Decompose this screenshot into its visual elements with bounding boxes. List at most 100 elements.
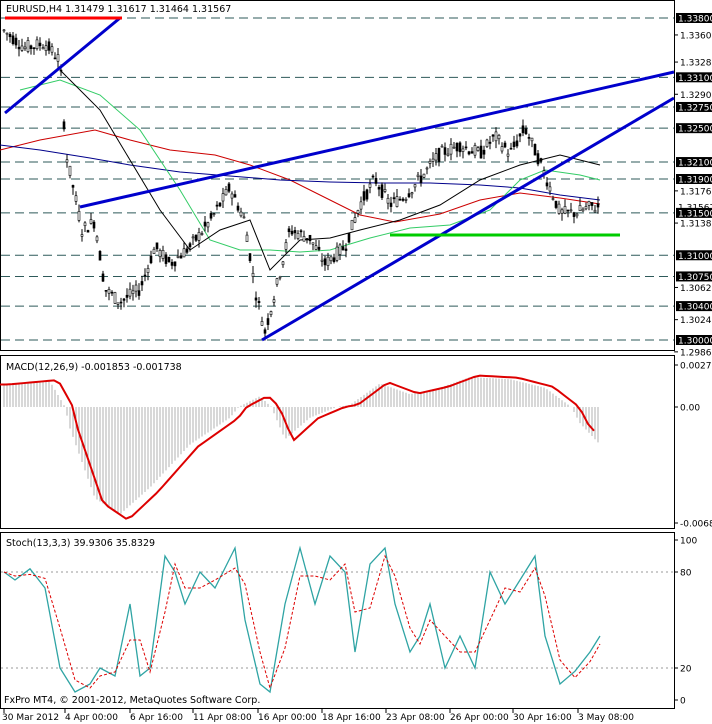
- candle-body: [161, 250, 165, 259]
- candle-body: [194, 234, 198, 241]
- candle-body: [137, 290, 141, 296]
- candle-body: [77, 211, 81, 221]
- candle-body: [290, 230, 294, 235]
- candle-body: [473, 145, 477, 156]
- price-tick: 1.30620: [680, 284, 712, 294]
- candle-body: [332, 257, 336, 262]
- price-tick: 1.30240: [680, 316, 712, 326]
- trendlines[interactable]: [4, 16, 675, 342]
- candle-body: [53, 57, 57, 60]
- level-label: 1.33800: [678, 15, 712, 25]
- candle-body: [590, 202, 594, 206]
- candle-body: [68, 165, 72, 176]
- price-tick: 1.32900: [680, 91, 712, 101]
- candle-body: [254, 297, 258, 301]
- candle-body: [548, 186, 552, 192]
- moving-averages: [0, 69, 601, 271]
- candle-body: [122, 298, 126, 301]
- candle-body: [155, 242, 159, 250]
- candle-body: [503, 142, 507, 148]
- candle-body: [146, 268, 150, 273]
- macd-pane[interactable]: [0, 355, 675, 529]
- candle-body: [281, 261, 285, 266]
- candle-body: [71, 185, 75, 188]
- price-tick: 1.33280: [680, 59, 712, 69]
- candle-body: [497, 135, 501, 140]
- candle-body: [269, 311, 273, 315]
- candle-body: [410, 192, 414, 195]
- candle-body: [227, 183, 231, 192]
- level-box: [676, 250, 712, 261]
- candle-body: [305, 238, 309, 241]
- candle-body: [8, 34, 12, 38]
- candle-body: [356, 210, 360, 214]
- candle-body: [206, 222, 210, 228]
- candle-body: [2, 29, 6, 32]
- stoch-pane[interactable]: [0, 532, 675, 709]
- candle-body: [104, 290, 108, 292]
- candle-body: [482, 149, 486, 155]
- level-box: [676, 123, 712, 134]
- candle-body: [131, 290, 135, 294]
- trendline-channel-bottom: [261, 96, 675, 342]
- candle-body: [509, 147, 513, 150]
- candle-body: [479, 145, 483, 159]
- candle-body: [38, 42, 42, 47]
- ma-slow-line: [0, 129, 601, 223]
- time-label: 11 Apr 08:00: [193, 713, 252, 723]
- candle-body: [395, 196, 399, 207]
- candle-body: [62, 121, 66, 130]
- price-tick: 1.33600: [680, 31, 712, 41]
- candle-body: [368, 183, 372, 188]
- candle-body: [272, 299, 276, 303]
- candle-body: [203, 221, 207, 227]
- candle-body: [278, 276, 282, 279]
- candle-body: [224, 189, 228, 196]
- candle-body: [92, 221, 96, 229]
- candle-body: [440, 145, 444, 148]
- time-label: 30 Mar 2012: [2, 713, 59, 723]
- time-label: 4 Apr 00:00: [65, 713, 118, 723]
- candle-body: [539, 158, 543, 162]
- candle-body: [419, 175, 423, 183]
- candle-body: [158, 250, 162, 258]
- candle-body: [476, 147, 480, 151]
- level-label: 1.32100: [678, 159, 712, 169]
- candle-body: [110, 291, 114, 294]
- ma-green-line: [19, 79, 601, 253]
- candle-body: [302, 236, 306, 242]
- macd-header: MACD(12,26,9) -0.001853 -0.001738: [6, 362, 182, 373]
- candle-body: [188, 243, 192, 248]
- candle-body: [98, 251, 102, 261]
- candle-body: [428, 160, 432, 164]
- candle-body: [398, 198, 402, 201]
- candle-body: [317, 246, 321, 250]
- time-axis: 30 Mar 2012 4 Apr 00:00 6 Apr 16:00 11 Apr …: [2, 709, 634, 723]
- candle-body: [488, 141, 492, 144]
- candle-body: [50, 46, 54, 53]
- candle-body: [392, 197, 396, 200]
- candle-body: [101, 273, 105, 282]
- time-label: 3 May 08:00: [578, 713, 634, 723]
- candle-body: [371, 175, 375, 178]
- candle-body: [29, 45, 33, 49]
- ma-mid-line: [0, 144, 601, 201]
- candle-body: [341, 246, 345, 251]
- candle-body: [236, 205, 240, 211]
- level-box: [676, 335, 712, 345]
- candle-body: [284, 242, 288, 250]
- candle-body: [491, 134, 495, 137]
- candle-body: [179, 255, 183, 259]
- candle-body: [140, 281, 144, 286]
- candle-body: [407, 193, 411, 198]
- macd-scale-label: 0.00: [680, 404, 700, 414]
- candle-body: [152, 248, 156, 254]
- candle-body: [245, 234, 249, 243]
- candle-body: [413, 184, 417, 188]
- candle-body: [257, 301, 261, 304]
- candle-body: [41, 47, 45, 50]
- candle-body: [578, 205, 582, 212]
- level-label: 1.31500: [678, 209, 712, 219]
- main-pane[interactable]: [0, 0, 675, 351]
